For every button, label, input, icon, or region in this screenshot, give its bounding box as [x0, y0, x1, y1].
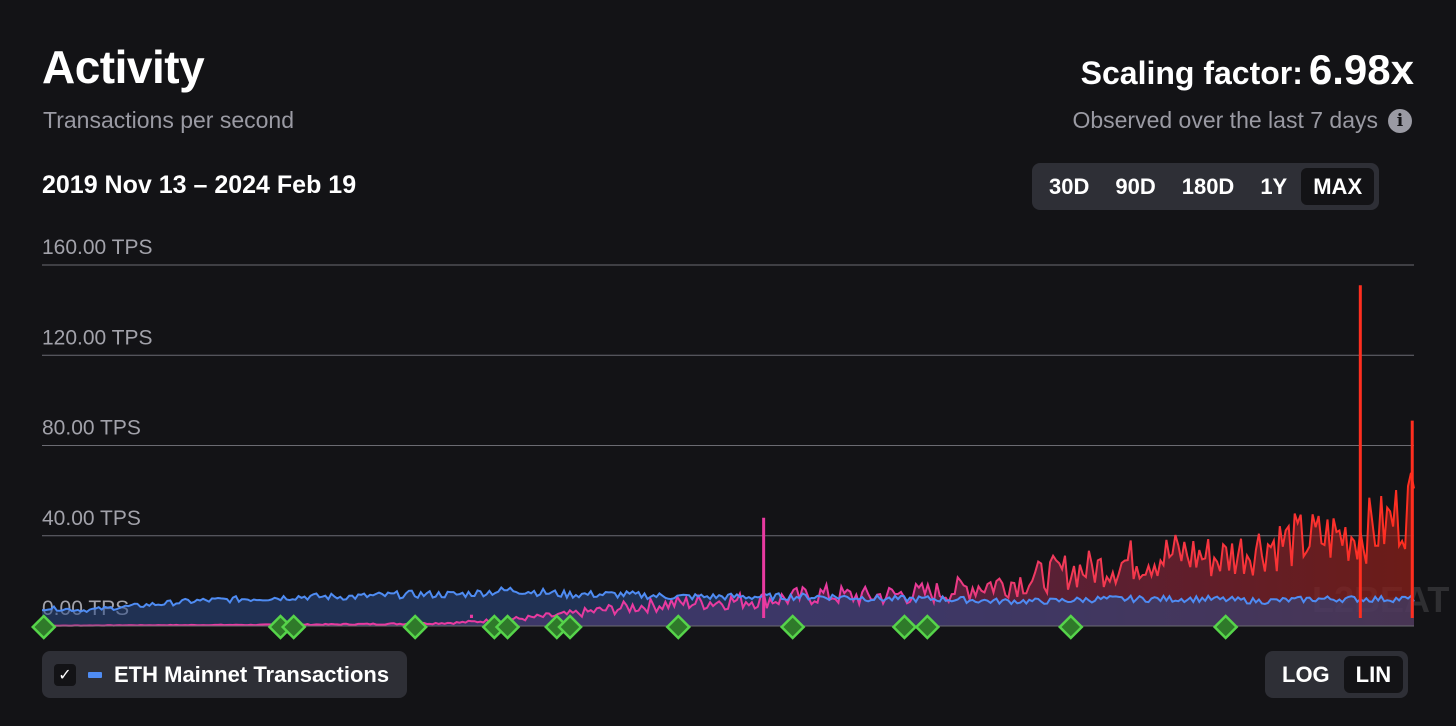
observed-note: Observed over the last 7 days i [1072, 107, 1412, 134]
event-marker[interactable] [914, 614, 941, 640]
legend-label: ETH Mainnet Transactions [114, 661, 390, 687]
legend-checkbox[interactable]: ✓ [54, 663, 76, 686]
event-marker[interactable] [1058, 614, 1084, 640]
range-90d-button[interactable]: 90D [1115, 174, 1156, 199]
event-marker[interactable] [1212, 614, 1239, 640]
page-subtitle: Transactions per second [43, 107, 295, 133]
event-marker[interactable] [402, 614, 428, 640]
event-marker[interactable] [665, 614, 692, 640]
time-range-selector: 30D 90D 180D 1Y MAX [1032, 163, 1380, 210]
legend-swatch [88, 671, 102, 678]
range-180d-button[interactable]: 180D [1181, 174, 1235, 199]
log-scale-button[interactable]: LOG [1282, 662, 1330, 687]
range-30d-button[interactable]: 30D [1049, 174, 1090, 199]
scaling-factor: Scaling factor: 6.98x [1081, 46, 1414, 94]
l2-area [42, 472, 1414, 626]
event-marker[interactable] [494, 614, 521, 640]
event-marker[interactable] [557, 614, 583, 640]
range-max-button[interactable]: MAX [1301, 168, 1375, 205]
y-tick-label: 120.00 TPS [42, 326, 153, 349]
page-title: Activity [42, 41, 205, 93]
eth-mainnet-line [41, 586, 1415, 614]
lin-scale-button[interactable]: LIN [1343, 656, 1404, 693]
y-tick-label: 40.00 TPS [42, 507, 141, 530]
legend-eth-mainnet[interactable]: ✓ ETH Mainnet Transactions [42, 651, 408, 698]
y-tick-label: 160.00 TPS [42, 236, 153, 259]
y-tick-label: 80.00 TPS [42, 417, 141, 440]
scaling-factor-label: Scaling factor: [1080, 55, 1303, 91]
scale-toggle: LOG LIN [1265, 651, 1409, 698]
observed-text: Observed over the last 7 days [1072, 107, 1378, 133]
date-range: 2019 Nov 13 – 2024 Feb 19 [42, 171, 357, 199]
event-marker[interactable] [30, 614, 57, 640]
event-marker[interactable] [280, 614, 307, 640]
info-icon[interactable]: i [1388, 108, 1412, 133]
scaling-factor-value: 6.98x [1308, 46, 1414, 93]
event-marker[interactable] [779, 614, 806, 640]
range-1y-button[interactable]: 1Y [1260, 174, 1288, 199]
event-marker[interactable] [891, 614, 918, 640]
